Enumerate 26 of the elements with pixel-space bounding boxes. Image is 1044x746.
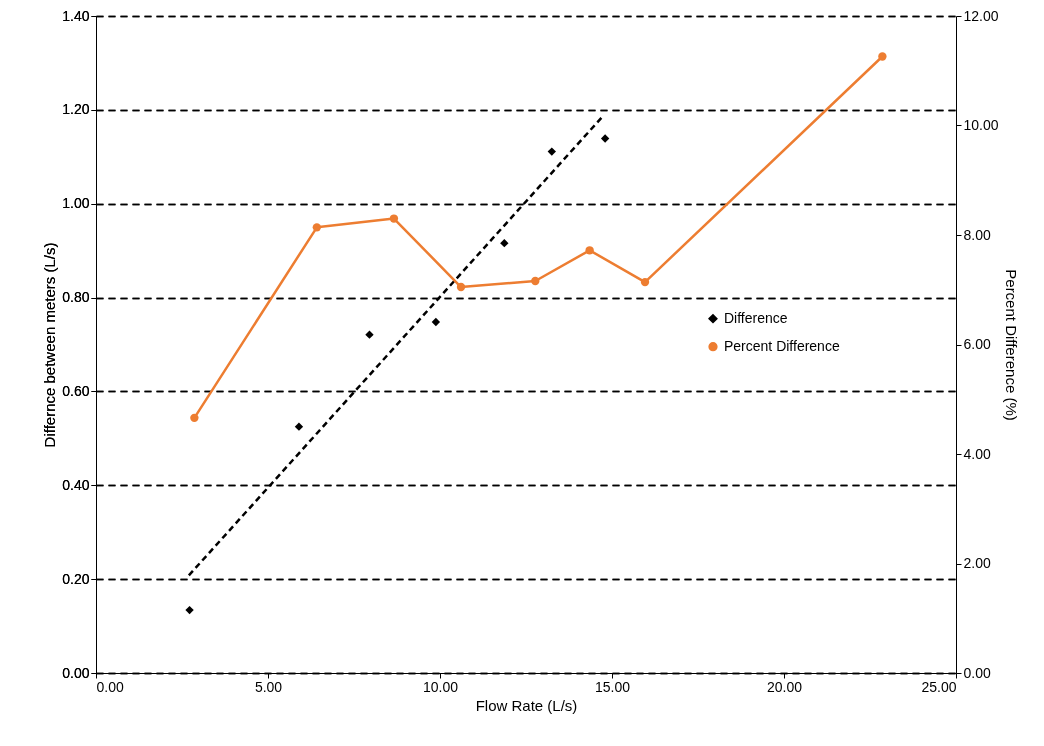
x-tick-label: 25.00 (921, 678, 957, 695)
legend-label: Percent Difference (724, 337, 840, 354)
legend-label: Difference (724, 309, 788, 326)
y2-tick-label: 0.00 (963, 664, 991, 681)
y-tick-label: 0.00 (62, 664, 90, 681)
y-tick-label: 0.40 (62, 476, 90, 493)
y2-tick-label: 10.00 (963, 117, 999, 133)
y2-tick-label: 6.00 (963, 336, 991, 352)
x-tick-label: 15.00 (594, 678, 631, 695)
x-tick-label: 10.00 (422, 678, 459, 695)
y-tick-label: 0.20 (62, 570, 90, 587)
y-tick-label: 0.60 (62, 382, 90, 399)
y-tick-label: 1.40 (62, 7, 90, 24)
y2-tick-label: 4.00 (963, 445, 991, 462)
x-tick-label: 5.00 (254, 678, 283, 695)
y-tick-label: 1.00 (62, 195, 90, 212)
x-axis-title: Flow Rate (L/s) (475, 696, 578, 714)
y2-tick-label: 12.00 (963, 7, 999, 24)
y-tick-label: 1.20 (62, 101, 90, 118)
y2-tick-label: 8.00 (963, 226, 991, 243)
y2-axis-title: Percent Difference (%) (1002, 269, 1020, 421)
y-tick-label: 0.80 (62, 289, 90, 306)
x-tick-label: 20.00 (766, 678, 803, 695)
y2-tick-label: 2.00 (963, 555, 991, 571)
y-axis-title: Differnce between meters (L/s) (41, 242, 59, 448)
x-tick-label: 0.00 (96, 678, 124, 695)
